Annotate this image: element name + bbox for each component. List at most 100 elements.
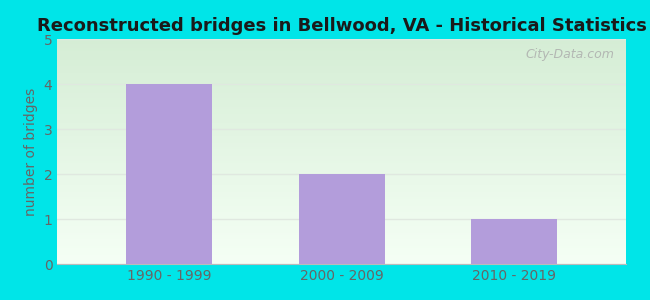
Bar	[57, 217, 626, 219]
Y-axis label: number of bridges: number of bridges	[24, 88, 38, 216]
Bar	[57, 53, 626, 55]
Bar	[57, 136, 626, 138]
Bar	[57, 107, 626, 109]
Bar	[57, 127, 626, 129]
Bar	[57, 244, 626, 246]
Bar	[57, 131, 626, 134]
Bar	[57, 145, 626, 147]
Bar	[57, 246, 626, 248]
Bar	[57, 48, 626, 51]
Bar	[57, 122, 626, 125]
Bar	[57, 257, 626, 260]
Bar	[57, 262, 626, 264]
Bar	[57, 91, 626, 93]
Bar	[57, 42, 626, 44]
Bar	[57, 163, 626, 165]
Bar	[57, 203, 626, 206]
Bar	[57, 93, 626, 96]
Bar	[57, 230, 626, 232]
Bar	[57, 221, 626, 224]
Bar	[57, 64, 626, 66]
Bar	[57, 224, 626, 226]
Bar	[57, 161, 626, 163]
Bar	[57, 134, 626, 136]
Bar	[57, 116, 626, 118]
Bar	[57, 60, 626, 62]
Text: City-Data.com: City-Data.com	[526, 48, 614, 62]
Bar	[57, 174, 626, 176]
Bar	[57, 214, 626, 217]
Bar	[57, 152, 626, 154]
Bar	[57, 158, 626, 161]
Bar	[57, 228, 626, 230]
Bar	[57, 69, 626, 71]
Bar	[57, 242, 626, 244]
Bar	[57, 255, 626, 257]
Bar	[57, 210, 626, 212]
Bar	[57, 73, 626, 75]
Bar	[57, 140, 626, 143]
Bar	[57, 165, 626, 167]
Bar	[471, 219, 557, 264]
Bar	[57, 208, 626, 210]
Bar	[57, 120, 626, 122]
Bar	[57, 100, 626, 102]
Bar	[57, 260, 626, 262]
Bar	[57, 75, 626, 78]
Bar	[57, 51, 626, 53]
Bar	[57, 143, 626, 145]
Bar	[57, 156, 626, 158]
Bar	[57, 188, 626, 190]
Bar	[57, 190, 626, 192]
Bar	[57, 80, 626, 82]
Bar	[57, 125, 626, 127]
Bar	[298, 174, 385, 264]
Bar	[57, 239, 626, 242]
Bar	[57, 167, 626, 170]
Bar	[57, 199, 626, 201]
Bar	[57, 138, 626, 140]
Bar	[57, 232, 626, 235]
Bar	[57, 253, 626, 255]
Bar	[57, 235, 626, 237]
Bar	[57, 96, 626, 98]
Bar	[57, 78, 626, 80]
Bar	[57, 192, 626, 194]
Bar	[57, 237, 626, 239]
Bar	[57, 84, 626, 87]
Bar	[57, 149, 626, 152]
Bar	[57, 87, 626, 89]
Bar	[57, 183, 626, 185]
Bar	[57, 226, 626, 228]
Bar	[57, 118, 626, 120]
Bar	[57, 179, 626, 181]
Bar	[57, 66, 626, 69]
Bar	[57, 176, 626, 179]
Bar	[126, 84, 213, 264]
Bar	[57, 39, 626, 42]
Bar	[57, 194, 626, 197]
Bar	[57, 129, 626, 131]
Bar	[57, 185, 626, 188]
Bar	[57, 197, 626, 199]
Bar	[57, 105, 626, 107]
Bar	[57, 62, 626, 64]
Bar	[57, 212, 626, 214]
Bar	[57, 181, 626, 183]
Bar	[57, 102, 626, 105]
Bar	[57, 219, 626, 221]
Bar	[57, 109, 626, 111]
Bar	[57, 55, 626, 57]
Bar	[57, 71, 626, 73]
Bar	[57, 111, 626, 114]
Bar	[57, 82, 626, 84]
Bar	[57, 154, 626, 156]
Title: Reconstructed bridges in Bellwood, VA - Historical Statistics: Reconstructed bridges in Bellwood, VA - …	[36, 17, 647, 35]
Bar	[57, 248, 626, 250]
Bar	[57, 114, 626, 116]
Bar	[57, 147, 626, 149]
Bar	[57, 89, 626, 91]
Bar	[57, 206, 626, 208]
Bar	[57, 172, 626, 174]
Bar	[57, 98, 626, 100]
